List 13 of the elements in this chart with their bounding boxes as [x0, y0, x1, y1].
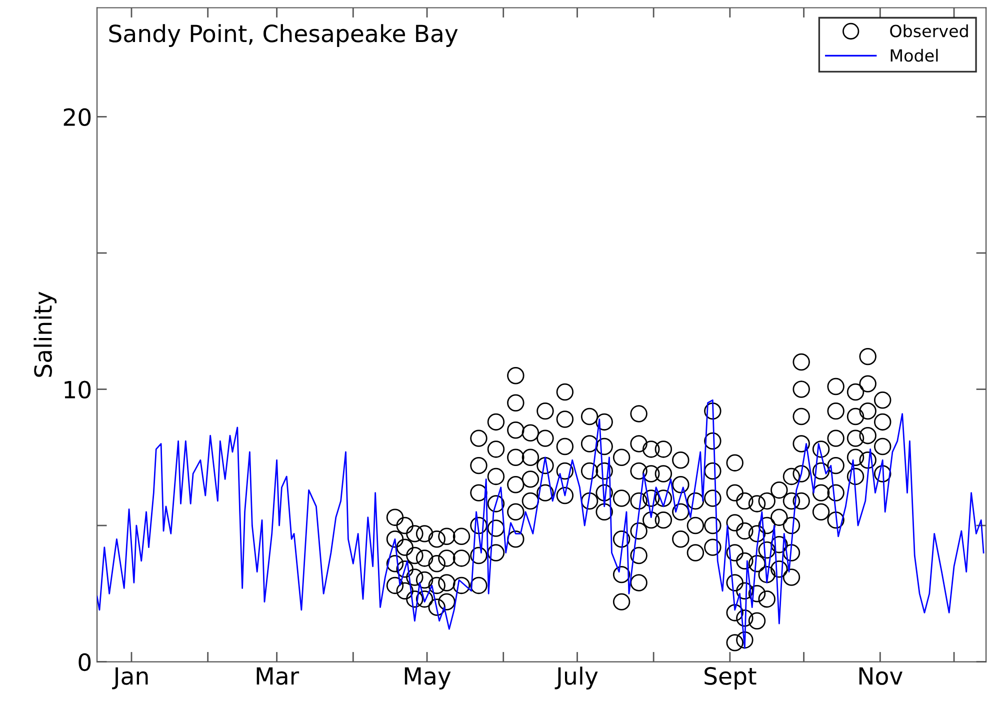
x-tick-label: May [404, 667, 451, 690]
y-tick-label: 0 [78, 653, 91, 672]
x-tick-label: Nov [859, 667, 902, 685]
x-tick-label: July [554, 666, 598, 690]
y-tick-label: 10 [64, 380, 91, 399]
legend-label: Model [890, 48, 938, 62]
y-tick-label: 20 [64, 108, 91, 126]
text: Sandy Point, Chesapeake Bay [109, 24, 458, 47]
y-axis-title: Salinity [34, 292, 57, 377]
x-tick-label: Mar [256, 667, 300, 685]
x-tick-label: Jan [112, 667, 148, 690]
legend-label: Observed [890, 24, 968, 38]
x-tick-label: Sept [704, 667, 756, 690]
